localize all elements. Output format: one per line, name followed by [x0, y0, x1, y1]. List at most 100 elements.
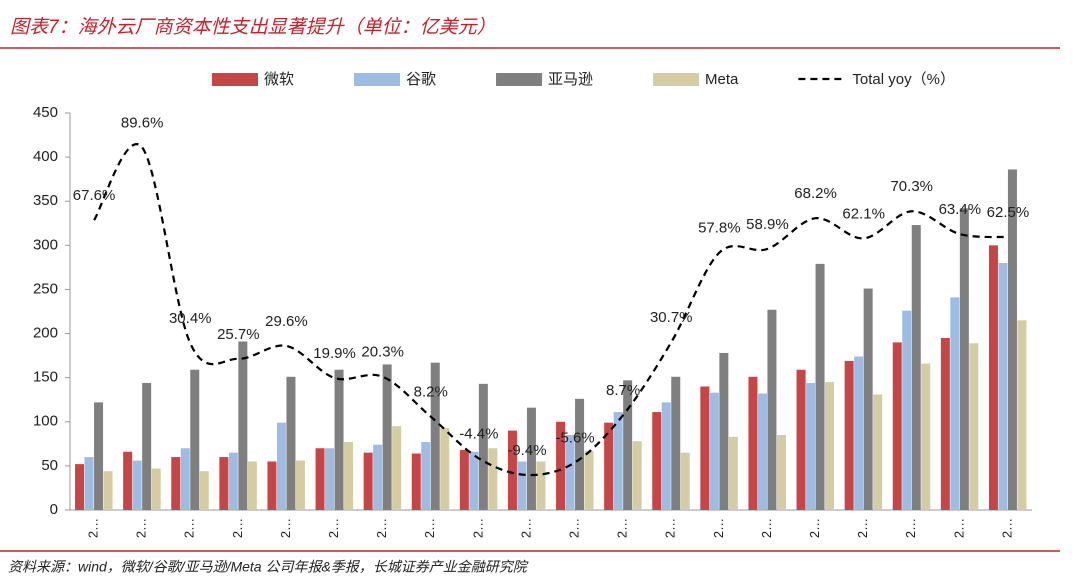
bar — [623, 380, 633, 510]
data-label: -9.4% — [507, 442, 546, 459]
y-tick-label: 250 — [33, 280, 58, 297]
bar — [709, 392, 719, 510]
bar — [276, 422, 286, 510]
bar — [123, 451, 133, 510]
bar — [75, 464, 85, 510]
data-label: 89.6% — [121, 114, 164, 131]
bar — [267, 461, 277, 510]
x-tick-label: 2… — [711, 518, 726, 538]
bar — [959, 208, 969, 510]
legend-label: Total yoy（%） — [852, 71, 955, 88]
bar — [94, 402, 104, 510]
bar — [344, 442, 354, 510]
legend-label: 微软 — [264, 71, 294, 88]
y-tick-label: 150 — [33, 369, 58, 386]
bar — [652, 412, 662, 510]
bar — [295, 460, 305, 510]
bar — [728, 436, 738, 510]
data-label: 68.2% — [794, 185, 837, 202]
data-label: 19.9% — [313, 345, 356, 362]
source-note: 资料来源：wind，微软/谷歌/亚马逊/Meta 公司年报&季报，长城证券产业金… — [8, 559, 529, 575]
bar — [430, 362, 440, 510]
bar — [411, 453, 421, 510]
data-label: 62.5% — [987, 204, 1030, 221]
bar — [517, 461, 527, 510]
x-tick-label: 2… — [855, 518, 870, 538]
data-label: 57.8% — [698, 220, 741, 237]
legend-label: 谷歌 — [406, 71, 436, 88]
bar — [892, 342, 902, 510]
x-tick-label: 2… — [999, 518, 1014, 538]
bar — [911, 225, 921, 510]
y-tick-label: 350 — [33, 192, 58, 209]
y-tick-label: 450 — [33, 104, 58, 121]
bar — [228, 452, 238, 510]
x-tick-label: 2… — [230, 518, 245, 538]
legend-swatch — [354, 73, 401, 86]
bar — [180, 448, 190, 510]
bar — [565, 435, 575, 510]
data-label: 8.2% — [414, 384, 448, 401]
bar — [776, 435, 786, 510]
bar — [604, 422, 614, 510]
bar — [873, 394, 883, 510]
legend-label: 亚马逊 — [548, 71, 593, 88]
bar — [854, 356, 864, 510]
x-tick-label: 2… — [566, 518, 581, 538]
x-tick-label: 2… — [903, 518, 918, 538]
bar — [825, 382, 835, 510]
bar — [796, 369, 806, 510]
bar — [719, 352, 729, 510]
bar — [84, 457, 94, 510]
bar — [488, 448, 498, 510]
bar — [526, 407, 536, 510]
bar — [940, 337, 950, 510]
x-tick-label: 2… — [85, 518, 100, 538]
bar — [103, 471, 113, 510]
bar — [844, 360, 854, 510]
x-tick-label: 2… — [663, 518, 678, 538]
data-label: 58.9% — [746, 216, 789, 233]
bar — [151, 468, 161, 510]
data-label: -5.6% — [555, 429, 594, 446]
bar — [815, 263, 825, 510]
bar — [998, 262, 1008, 510]
bar — [1007, 169, 1017, 510]
x-tick-label: 2… — [134, 518, 149, 538]
bar — [969, 343, 979, 510]
bar — [459, 450, 469, 510]
bar — [748, 376, 758, 510]
x-tick-label: 2… — [182, 518, 197, 538]
bar — [315, 448, 325, 510]
bar — [507, 430, 517, 510]
x-tick-label: 2… — [422, 518, 437, 538]
bar — [286, 376, 296, 510]
bar — [671, 376, 681, 510]
bar — [171, 457, 181, 510]
data-label: 67.6% — [73, 187, 116, 204]
data-label: 20.3% — [361, 344, 404, 361]
y-tick-label: 400 — [33, 148, 58, 165]
bar — [199, 471, 209, 510]
bar — [806, 382, 816, 510]
legend-swatch — [653, 73, 700, 86]
y-tick-label: 200 — [33, 325, 58, 342]
bar — [382, 364, 392, 510]
bar — [219, 457, 229, 510]
bar — [661, 402, 671, 510]
data-label: 8.7% — [606, 382, 640, 399]
x-tick-label: 2… — [807, 518, 822, 538]
bar — [190, 369, 200, 510]
y-tick-label: 300 — [33, 236, 58, 253]
bar — [247, 461, 257, 510]
x-tick-label: 2… — [951, 518, 966, 538]
bar — [575, 398, 585, 510]
bar — [757, 393, 767, 510]
bar — [584, 450, 594, 510]
bar — [613, 412, 623, 510]
bar — [950, 297, 960, 510]
x-tick-label: 2… — [759, 518, 774, 538]
x-tick-label: 2… — [326, 518, 341, 538]
y-tick-label: 0 — [50, 501, 58, 518]
